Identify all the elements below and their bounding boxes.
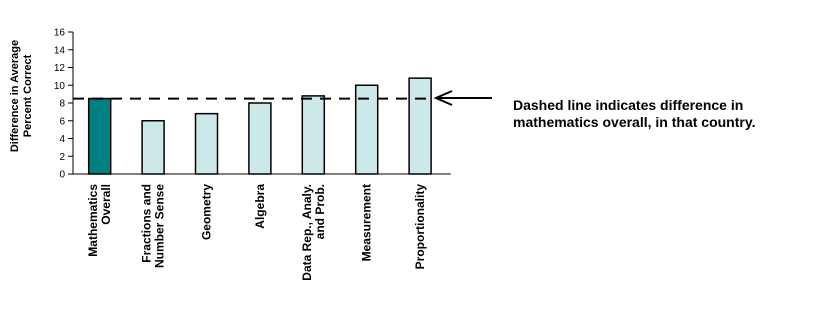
x-tick-label: Measurement: [360, 184, 374, 261]
bar: [301, 95, 326, 175]
x-tick-label: Number Sense: [153, 184, 167, 268]
y-tick-label: 0: [59, 170, 65, 181]
x-tick-label: Proportionality: [413, 184, 427, 270]
x-tick-label: Geometry: [200, 184, 214, 240]
bar-overall: [87, 97, 112, 175]
x-tick-label: Overall: [99, 184, 113, 225]
y-tick-label: 4: [59, 134, 65, 145]
bar: [194, 112, 219, 175]
x-tick-label: Data Rep., Analy.: [300, 184, 314, 281]
bar: [248, 102, 272, 175]
bar: [408, 77, 432, 175]
bars: [87, 77, 432, 175]
annotation-line-2: mathematics overall, in that country.: [513, 114, 755, 130]
y-axis-label: Difference in Average Percent Correct: [9, 40, 34, 152]
y-tick-label: 14: [54, 45, 66, 56]
x-tick-label: and Prob.: [313, 184, 327, 239]
y-axis-label-line-2: Percent Correct: [22, 54, 34, 137]
bar: [354, 84, 379, 175]
y-tick-label: 16: [54, 28, 66, 39]
y-axis-label-line-1: Difference in Average: [9, 40, 21, 152]
x-tick-label: Algebra: [253, 184, 267, 229]
bar: [141, 120, 165, 175]
y-tick-label: 2: [59, 152, 65, 163]
y-tick-label: 10: [54, 81, 66, 92]
y-tick-label: 8: [59, 99, 65, 110]
x-tick-label: Mathematics: [86, 184, 100, 257]
annotation-line-1: Dashed line indicates difference in: [513, 97, 743, 113]
y-ticks: 0 2 4 6 8 10 12 14 16: [54, 28, 73, 181]
y-tick-label: 6: [59, 116, 65, 127]
annotation: Dashed line indicates difference in math…: [433, 90, 755, 130]
annotation-arrow-head: [433, 90, 453, 106]
y-tick-label: 12: [54, 63, 66, 74]
x-tick-label: Fractions and: [140, 184, 154, 263]
x-tick-labels: Mathematics Overall Fractions and Number Se…: [86, 184, 427, 281]
